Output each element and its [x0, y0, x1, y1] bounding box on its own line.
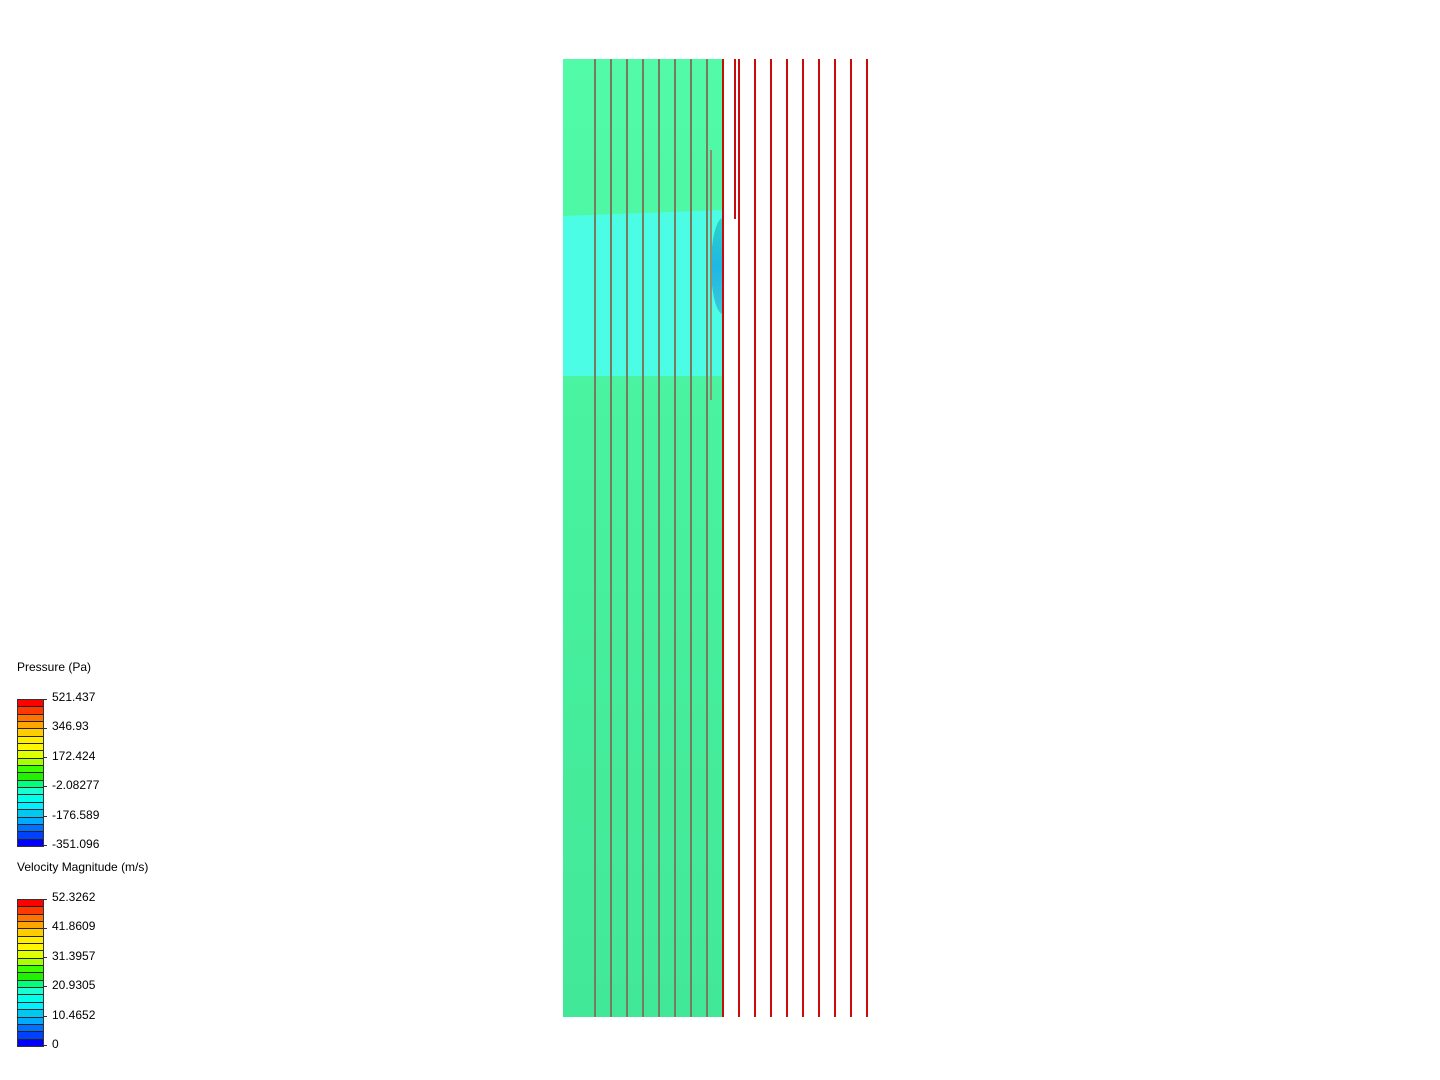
legend-label: 346.93 — [52, 719, 89, 733]
streamline — [690, 59, 692, 1017]
streamline — [834, 59, 836, 1017]
streamline — [770, 59, 772, 1017]
streamline — [738, 59, 740, 1017]
legend-title: Velocity Magnitude (m/s) — [17, 860, 149, 874]
streamline — [642, 59, 644, 1017]
streamline — [658, 59, 660, 1017]
legend-label: 41.8609 — [52, 919, 96, 933]
legend-label: 521.437 — [52, 690, 96, 704]
object-surface — [711, 218, 723, 314]
streamline — [722, 59, 724, 1017]
streamline — [786, 59, 788, 1017]
streamline — [674, 59, 676, 1017]
legend-label: -2.08277 — [52, 778, 100, 792]
legend-label: 52.3262 — [52, 890, 96, 904]
legend-label: 20.9305 — [52, 978, 96, 992]
legend-label: -176.589 — [52, 808, 100, 822]
legend-label: -351.096 — [52, 837, 100, 851]
streamline — [626, 59, 628, 1017]
streamline — [818, 59, 820, 1017]
color-bar — [17, 899, 44, 1047]
legend-title: Pressure (Pa) — [17, 660, 92, 674]
streamline — [706, 59, 708, 1017]
streamline — [866, 59, 868, 1017]
streamline — [802, 59, 804, 1017]
streamline — [754, 59, 756, 1017]
streamline — [850, 59, 852, 1017]
legend-label: 31.3957 — [52, 949, 96, 963]
streamline — [610, 59, 612, 1017]
legend-label: 172.424 — [52, 749, 96, 763]
streamline — [734, 59, 736, 219]
streamline — [594, 59, 596, 1017]
color-bar — [17, 699, 44, 847]
legend-label: 10.4652 — [52, 1008, 96, 1022]
legend-label: 0 — [52, 1037, 59, 1051]
streamline — [710, 150, 712, 400]
